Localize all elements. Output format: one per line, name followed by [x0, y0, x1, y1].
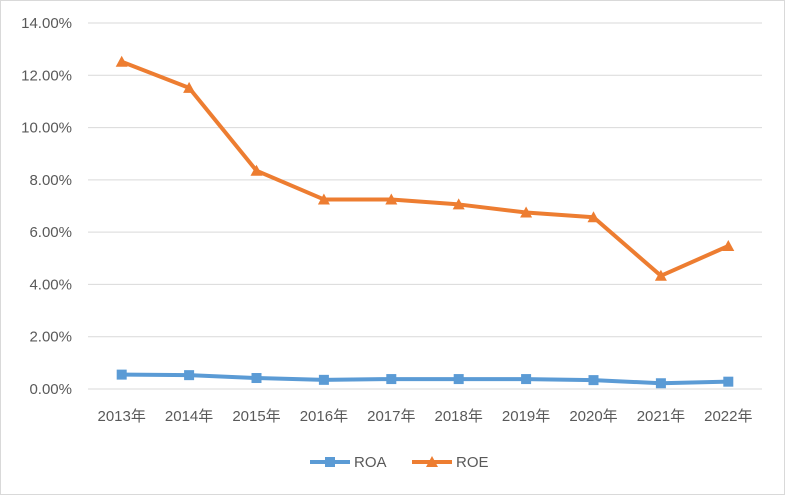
legend-item-roe: ROE: [412, 454, 489, 471]
data-point-roa: [251, 373, 262, 384]
data-point-roe: [250, 164, 263, 176]
data-point-roe: [587, 211, 600, 223]
x-tick-label: 2015年: [232, 408, 280, 425]
x-tick-label: 2020年: [569, 408, 617, 425]
data-point-roa: [723, 376, 734, 387]
data-point-roa: [116, 369, 127, 380]
legend: ROA ROE: [310, 454, 489, 471]
data-point-roe: [183, 81, 196, 93]
data-point-roe: [317, 193, 330, 205]
y-tick-label: 10.00%: [21, 120, 72, 137]
x-tick-label: 2017年: [367, 408, 415, 425]
data-point-roa: [588, 375, 599, 386]
y-tick-label: 14.00%: [21, 15, 72, 32]
series-roa: [116, 369, 734, 389]
y-tick-label: 0.00%: [29, 381, 72, 398]
legend-marker-roa: [325, 457, 335, 467]
x-tick-label: 2014年: [165, 408, 213, 425]
x-tick-label: 2019年: [502, 408, 550, 425]
data-point-roa: [655, 378, 666, 389]
data-point-roa: [453, 374, 464, 385]
x-axis-tick-labels: 2013年 2014年 2015年 2016年 2017年 2018年 2019年 2020年…: [98, 408, 753, 425]
data-point-roe: [385, 193, 398, 205]
series-line-roa: [119, 372, 731, 386]
x-tick-label: 2022年: [704, 408, 752, 425]
legend-item-roa: ROA: [310, 454, 387, 471]
y-tick-label: 12.00%: [21, 67, 72, 84]
plot-series: [115, 55, 735, 389]
legend-label-roe: ROE: [456, 454, 489, 471]
data-point-roe: [452, 198, 465, 210]
x-tick-label: 2021年: [637, 408, 685, 425]
data-point-roa: [318, 374, 329, 385]
series-line-roe: [119, 59, 731, 278]
y-tick-label: 4.00%: [29, 276, 72, 293]
data-point-roa: [184, 370, 195, 381]
x-tick-label: 2013年: [98, 408, 146, 425]
data-point-roe: [654, 269, 667, 281]
gridlines: [88, 22, 762, 390]
y-axis-tick-labels: 0.00% 2.00% 4.00% 6.00% 8.00% 10.00% 12.00% 14.…: [21, 15, 72, 398]
x-tick-label: 2016年: [300, 408, 348, 425]
legend-marker-roe: [426, 456, 438, 467]
y-tick-label: 6.00%: [29, 224, 72, 241]
data-point-roe: [115, 55, 128, 67]
data-point-roe: [722, 239, 735, 251]
data-point-roe: [520, 206, 533, 218]
legend-label-roa: ROA: [354, 454, 387, 471]
data-point-roa: [521, 374, 532, 385]
series-roe: [115, 55, 735, 281]
y-tick-label: 8.00%: [29, 172, 72, 189]
data-point-roa: [386, 374, 397, 385]
x-tick-label: 2018年: [435, 408, 483, 425]
y-tick-label: 2.00%: [29, 329, 72, 346]
